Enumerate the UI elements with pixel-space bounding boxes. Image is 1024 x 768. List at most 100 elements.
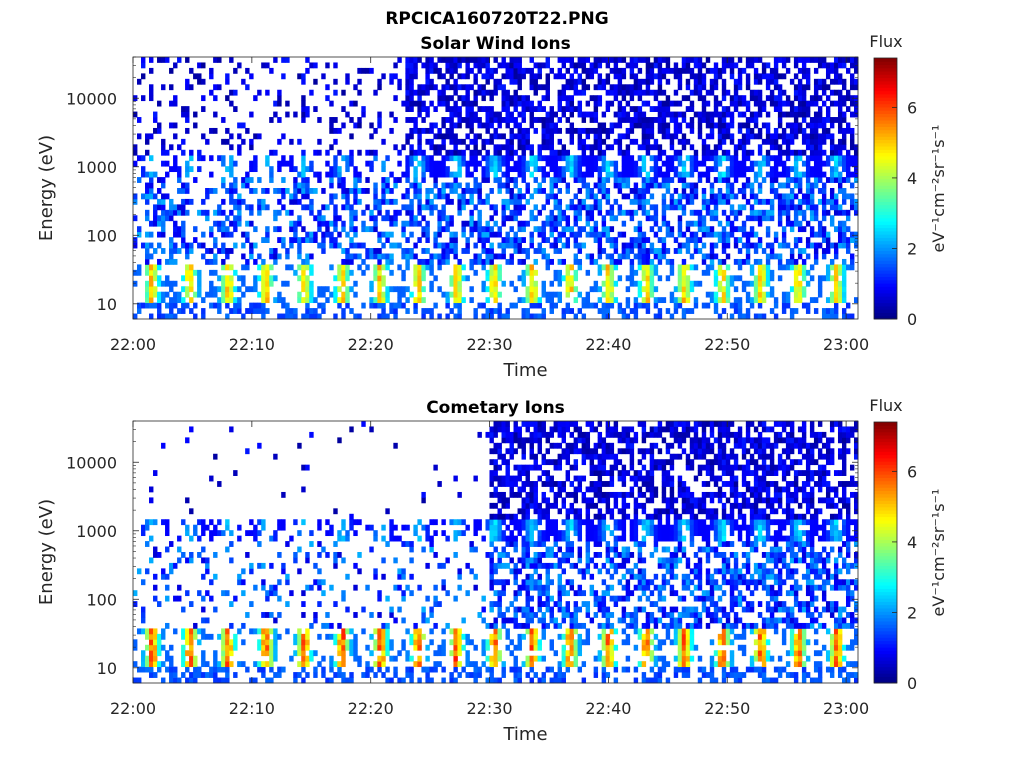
heatmap-cell (273, 584, 278, 591)
colorbar-segment (874, 299, 897, 304)
heatmap-cell (669, 155, 675, 162)
heatmap-cell (465, 62, 470, 69)
heatmap-cell (181, 209, 186, 216)
heatmap-cell (337, 302, 342, 309)
heatmap-cell (305, 111, 310, 118)
heatmap-cell (489, 291, 494, 298)
heatmap-cell (817, 280, 823, 287)
heatmap-cell (557, 171, 562, 178)
heatmap-cell (817, 149, 823, 156)
heatmap-cell (377, 661, 382, 668)
heatmap-cell (133, 237, 138, 243)
heatmap-cell (769, 182, 775, 189)
heatmap-cell (261, 308, 266, 314)
heatmap-cell (633, 106, 639, 112)
heatmap-cell (753, 198, 759, 205)
heatmap-cell (141, 57, 146, 63)
heatmap-cell (185, 650, 190, 657)
heatmap-cell (737, 100, 743, 107)
heatmap-cell (293, 639, 298, 646)
heatmap-cell (505, 117, 510, 123)
heatmap-cell (757, 237, 763, 243)
heatmap-cell (145, 138, 150, 145)
heatmap-cell (481, 95, 486, 102)
heatmap-cell (189, 508, 194, 515)
heatmap-cell (301, 612, 306, 618)
heatmap-cell (169, 302, 174, 309)
heatmap-cell (553, 182, 558, 189)
heatmap-cell (533, 269, 538, 276)
heatmap-cell (809, 188, 815, 194)
heatmap-cell (497, 84, 502, 91)
heatmap-cell (153, 655, 158, 662)
heatmap-cell (253, 95, 258, 102)
heatmap-cell (689, 171, 695, 178)
heatmap-cell (549, 220, 554, 227)
heatmap-cell (705, 198, 711, 205)
heatmap-cell (453, 291, 458, 298)
heatmap-cell (625, 117, 631, 123)
heatmap-cell (681, 160, 687, 167)
heatmap-cell (353, 562, 358, 569)
heatmap-cell (161, 204, 166, 211)
heatmap-cell (773, 237, 779, 243)
heatmap-cell (489, 231, 494, 238)
heatmap-cell (497, 117, 502, 123)
heatmap-cell (809, 264, 815, 271)
heatmap-cell (493, 160, 498, 167)
heatmap-cell (781, 100, 787, 107)
heatmap-cell (249, 111, 254, 118)
heatmap-cell (413, 302, 418, 309)
heatmap-cell (845, 313, 851, 320)
heatmap-cell (349, 308, 354, 314)
heatmap-cell (573, 127, 579, 134)
heatmap-cell (513, 106, 518, 112)
heatmap-cell (317, 541, 322, 547)
heatmap-cell (257, 264, 262, 271)
heatmap-cell (533, 313, 538, 320)
heatmap-cell (165, 160, 170, 167)
heatmap-cell (273, 617, 278, 624)
heatmap-cell (617, 231, 623, 238)
heatmap-cell (749, 264, 755, 271)
heatmap-cell (401, 144, 406, 151)
colorbar-segment (874, 237, 897, 242)
heatmap-cell (689, 308, 695, 314)
heatmap-cell (673, 122, 679, 129)
heatmap-cell (757, 182, 763, 189)
heatmap-cell (149, 655, 154, 662)
heatmap-cell (821, 160, 827, 167)
heatmap-cell (577, 177, 583, 183)
heatmap-cell (653, 117, 659, 123)
heatmap-cell (505, 231, 510, 238)
heatmap-cell (565, 95, 571, 102)
heatmap-cell (149, 302, 154, 309)
heatmap-cell (261, 579, 266, 586)
heatmap-cell (837, 127, 843, 134)
heatmap-cell (213, 672, 218, 678)
heatmap-cell (241, 280, 246, 287)
heatmap-cell (293, 193, 298, 200)
heatmap-cell (797, 291, 803, 298)
heatmap-cell (473, 117, 478, 123)
heatmap-cell (665, 166, 671, 173)
heatmap-cell (509, 242, 514, 249)
heatmap-cell (585, 100, 591, 107)
heatmap-cell (541, 62, 546, 69)
heatmap-cell (457, 204, 462, 211)
heatmap-cell (649, 264, 655, 271)
heatmap-cell (309, 431, 314, 438)
heatmap-cell (809, 275, 815, 282)
heatmap-cell (689, 209, 695, 216)
heatmap-cell (761, 155, 767, 162)
heatmap-cell (169, 644, 174, 651)
heatmap-cell (305, 655, 310, 662)
heatmap-cell (801, 171, 807, 178)
heatmap-cell (833, 193, 839, 200)
heatmap-cell (649, 177, 655, 183)
heatmap-cell (185, 302, 190, 309)
heatmap-cell (185, 628, 190, 635)
heatmap-cell (665, 95, 671, 102)
heatmap-cell (629, 166, 635, 173)
heatmap-cell (293, 313, 298, 320)
